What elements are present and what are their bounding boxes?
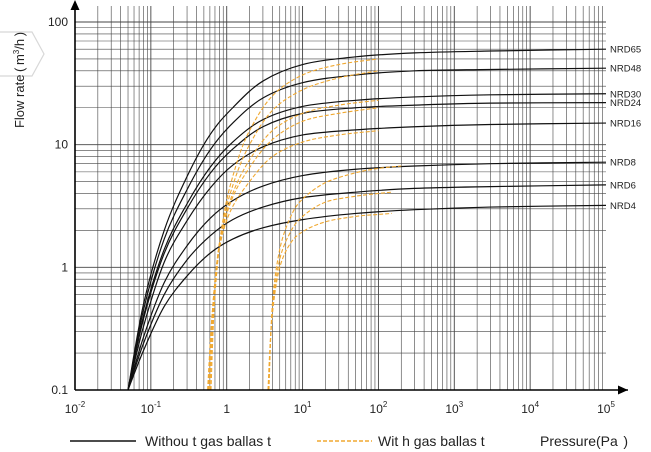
curve-label-nrd16: NRD16 [610, 119, 641, 130]
x-axis-arrow [618, 385, 628, 395]
curve-nrd24-solid [127, 102, 607, 391]
curves [127, 48, 607, 391]
y-axis-label-tail: /h ) [12, 32, 27, 50]
curve-label-nrd48: NRD48 [610, 64, 641, 75]
curve-label-nrd4: NRD4 [610, 201, 636, 212]
y-axis-label-main: Flow rate ( m [12, 54, 27, 128]
x-tick-label: 1 [223, 402, 230, 416]
x-tick-label: 105 [597, 400, 615, 416]
x-axis-label: Pressure(Pa ) [540, 433, 628, 449]
legend: Withou t gas ballas t Wit h gas ballas t… [70, 433, 628, 449]
curve-label-nrd30: NRD30 [610, 89, 641, 100]
x-tick-label: 103 [445, 400, 463, 416]
x-tick-label: 102 [370, 400, 388, 416]
curve-label-nrd24: NRD24 [610, 98, 641, 109]
y-tick-label: 0.1 [51, 383, 68, 397]
curve-label-nrd8: NRD8 [610, 158, 636, 169]
curve-nrd8-dashed [268, 165, 402, 391]
curve-nrd16-dashed [207, 130, 379, 391]
y-axis-label: Flow rate ( m3/h ) [12, 32, 27, 128]
curve-label-nrd6: NRD6 [610, 180, 636, 191]
y-tick-label: 1 [61, 260, 68, 274]
curve-nrd65-solid [127, 48, 607, 391]
axes [70, 0, 628, 395]
curve-nrd6-solid [127, 184, 607, 391]
curve-nrd65-dashed [210, 58, 379, 391]
curve-nrd30-solid [127, 93, 607, 391]
curve-nrd48-solid [127, 67, 607, 391]
curve-nrd16-solid [127, 122, 607, 391]
grid-lines [74, 6, 606, 391]
legend-dashed-label: Wit h gas ballas t [378, 433, 485, 449]
curve-nrd30-dashed [208, 99, 379, 391]
x-tick-label: 10-1 [141, 400, 162, 416]
tick-labels: 10-2 10-1 1 101 102 103 104 105 0.1 1 10 100 [48, 15, 615, 416]
y-tick-label: 100 [48, 15, 68, 29]
curve-nrd4-solid [127, 204, 607, 391]
x-tick-label: 101 [294, 400, 312, 416]
curve-label-nrd65: NRD65 [610, 45, 641, 56]
curve-nrd8-solid [127, 161, 607, 391]
y-axis-label-sup: 3 [12, 49, 21, 54]
y-tick-label: 10 [55, 138, 69, 152]
y-axis-arrow [70, 0, 80, 10]
x-tick-label: 104 [521, 400, 539, 416]
legend-solid-label: Withou t gas ballas t [145, 433, 271, 449]
x-tick-label: 10-2 [65, 400, 86, 416]
side-tab-shape [0, 31, 45, 77]
